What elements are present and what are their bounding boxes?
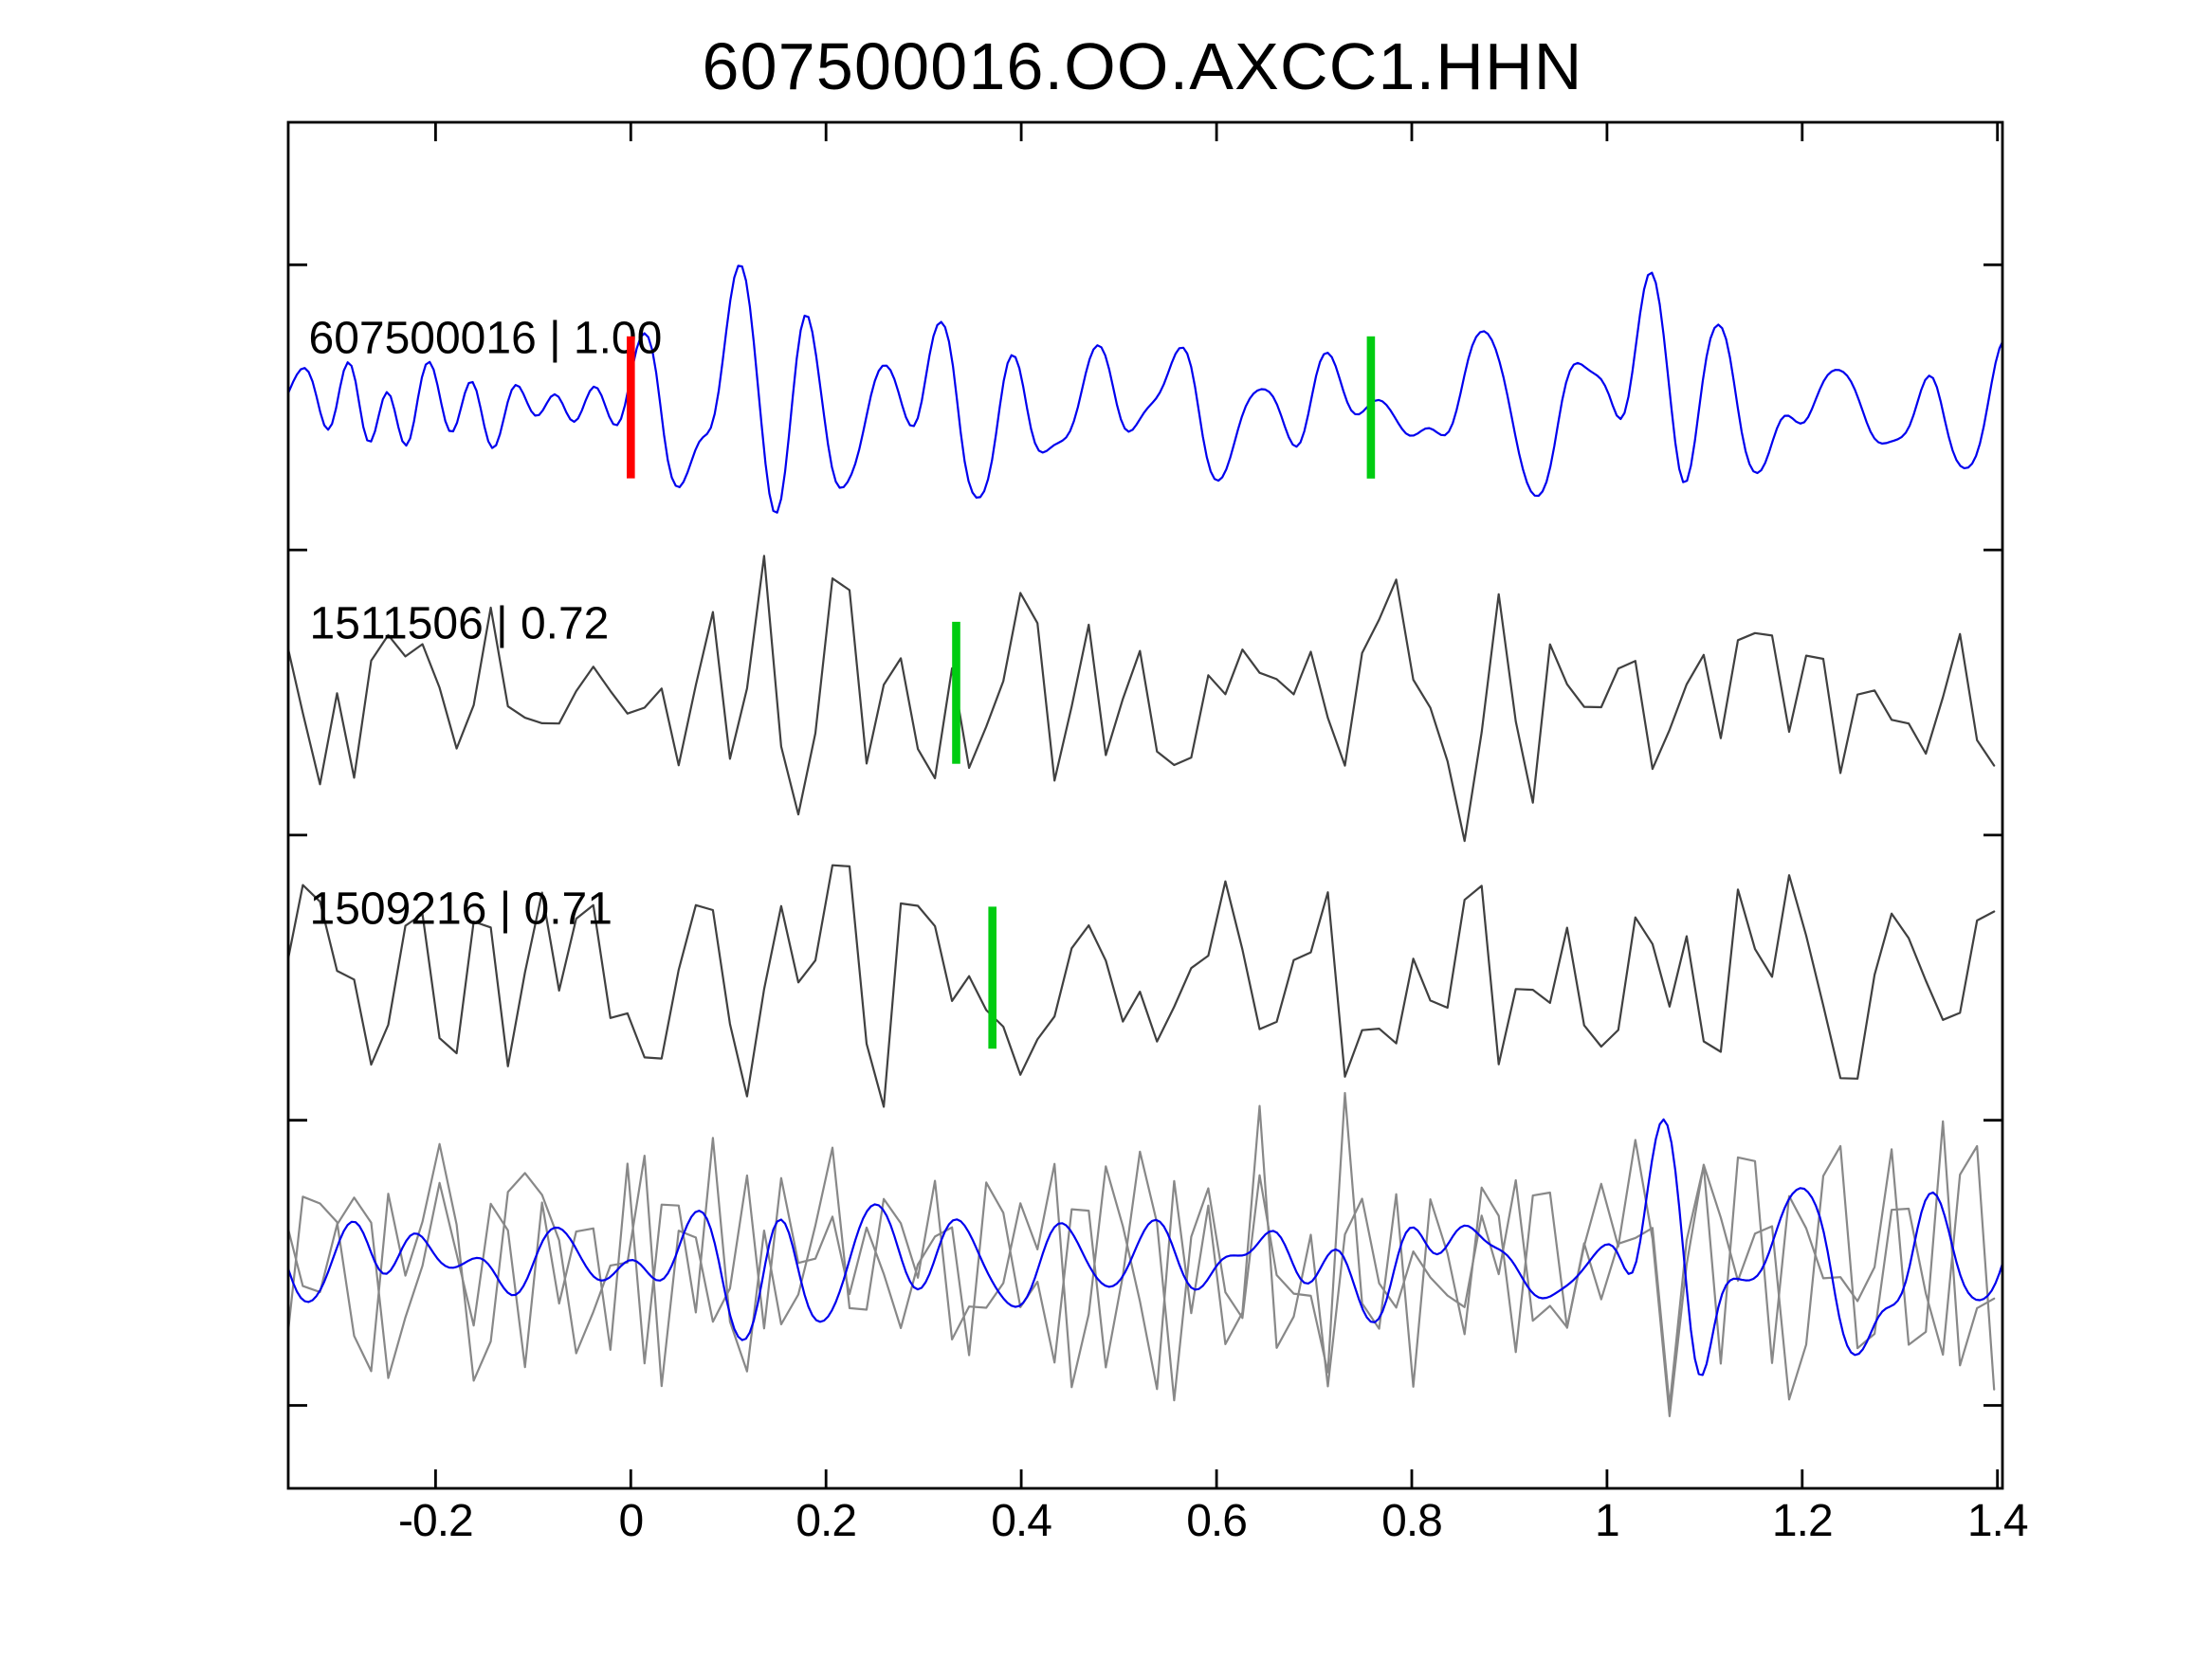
svg-text:1509216 | 0.71: 1509216 | 0.71 xyxy=(310,884,612,935)
svg-text:1.4: 1.4 xyxy=(1967,1496,2028,1546)
svg-text:0: 0 xyxy=(618,1496,643,1546)
svg-text:0.4: 0.4 xyxy=(991,1496,1051,1546)
svg-text:1511506 | 0.72: 1511506 | 0.72 xyxy=(310,599,610,649)
svg-text:1.2: 1.2 xyxy=(1772,1496,1833,1546)
svg-text:1: 1 xyxy=(1595,1496,1619,1546)
svg-text:607500016.OO.AXCC1.HHN: 607500016.OO.AXCC1.HHN xyxy=(702,29,1582,103)
svg-text:0.2: 0.2 xyxy=(795,1496,856,1546)
svg-text:607500016 | 1.00: 607500016 | 1.00 xyxy=(309,314,663,364)
svg-text:-0.2: -0.2 xyxy=(398,1496,473,1546)
svg-text:0.8: 0.8 xyxy=(1381,1496,1442,1546)
svg-text:0.6: 0.6 xyxy=(1186,1496,1247,1546)
